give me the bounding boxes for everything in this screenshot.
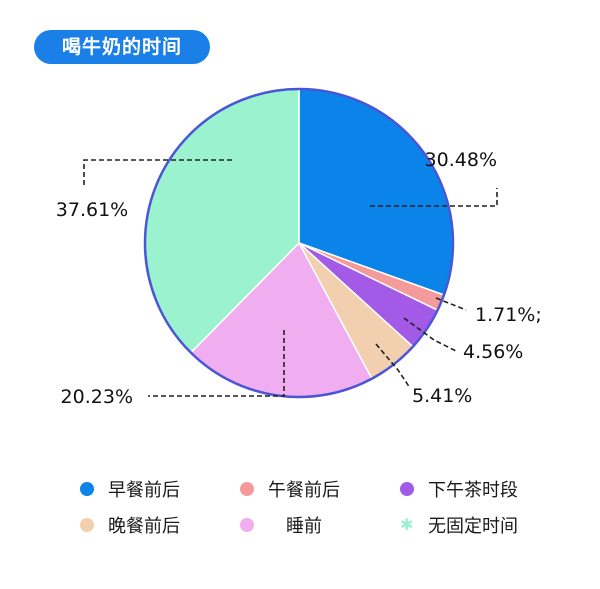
legend: 早餐前后 午餐前后 下午茶时段 晚餐前后 睡前 ✱ 无固定时间 bbox=[80, 478, 560, 537]
leader-line-2 bbox=[403, 317, 459, 353]
legend-item-lunch: 午餐前后 bbox=[240, 478, 400, 501]
legend-label-dinner: 晚餐前后 bbox=[108, 516, 180, 537]
leader-line-0 bbox=[370, 188, 498, 207]
data-label-5: 37.61% bbox=[56, 199, 128, 221]
leader-line-1 bbox=[435, 297, 467, 311]
leader-line-4 bbox=[148, 330, 285, 397]
pie-chart: 30.48% 1.71%; 4.56% 5.41% 20.23% 37.61% bbox=[56, 87, 542, 408]
data-label-2: 4.56% bbox=[463, 341, 523, 363]
data-label-3: 5.41% bbox=[412, 385, 472, 407]
data-label-0: 30.48% bbox=[425, 149, 497, 171]
leader-line-3 bbox=[375, 343, 411, 389]
data-label-1: 1.71%; bbox=[475, 304, 542, 326]
data-label-4: 20.23% bbox=[61, 386, 133, 408]
leader-line-5 bbox=[83, 159, 232, 186]
legend-swatch-lunch bbox=[240, 482, 254, 496]
legend-item-no-fixed-time: ✱ 无固定时间 bbox=[400, 514, 560, 537]
legend-swatch-breakfast bbox=[80, 482, 94, 496]
legend-label-afternoon-tea: 下午茶时段 bbox=[428, 480, 518, 501]
legend-swatch-afternoon-tea bbox=[400, 482, 414, 496]
legend-swatch-bedtime bbox=[240, 518, 254, 532]
legend-item-bedtime: 睡前 bbox=[240, 514, 400, 537]
legend-item-breakfast: 早餐前后 bbox=[80, 478, 240, 501]
legend-label-no-fixed-time: 无固定时间 bbox=[428, 516, 518, 537]
legend-label-lunch: 午餐前后 bbox=[268, 480, 340, 501]
legend-swatch-no-fixed-time: ✱ bbox=[400, 515, 414, 534]
legend-label-breakfast: 早餐前后 bbox=[108, 480, 180, 501]
chart-title-badge: 喝牛奶的时间 bbox=[34, 30, 210, 64]
pie-outline bbox=[143, 87, 455, 399]
legend-label-bedtime: 睡前 bbox=[286, 516, 322, 537]
legend-swatch-dinner bbox=[80, 518, 94, 532]
legend-item-afternoon-tea: 下午茶时段 bbox=[400, 478, 560, 501]
legend-item-dinner: 晚餐前后 bbox=[80, 514, 240, 537]
